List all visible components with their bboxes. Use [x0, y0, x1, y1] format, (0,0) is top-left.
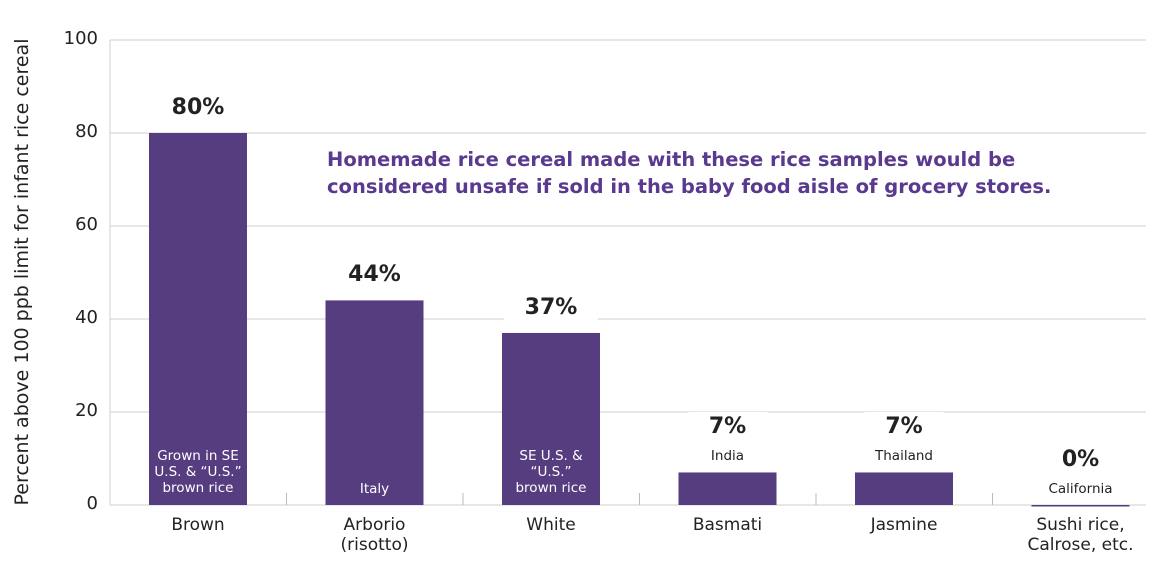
bar-note: Italy [359, 481, 390, 497]
value-label: 44% [324, 260, 425, 291]
x-tick-label: Arborio (risotto) [340, 515, 409, 556]
x-tick-label: Basmati [692, 515, 763, 535]
value-label: 7% [677, 412, 778, 443]
x-tick-label: Jasmine [870, 515, 938, 535]
bar-note: India [710, 448, 745, 465]
y-tick-label: 100 [63, 28, 98, 49]
bar-note: Thailand [875, 448, 933, 465]
value-label: 37% [501, 292, 601, 324]
bar-note: SE U.S. & “U.S.” brown rice [515, 448, 587, 497]
y-tick-label: 80 [75, 121, 98, 142]
y-tick-label: 0 [86, 493, 98, 514]
bar [325, 300, 424, 505]
value-label: 80% [148, 93, 248, 124]
y-tick-label: 60 [75, 214, 98, 235]
y-tick-label: 20 [75, 400, 98, 421]
x-tick-label: White [526, 515, 576, 535]
y-tick-label: 40 [75, 307, 98, 328]
value-label: 0% [1030, 445, 1131, 476]
x-tick-label: Sushi rice, Calrose, etc. [1027, 515, 1134, 556]
bar-note: California [1048, 481, 1113, 497]
annotation: Homemade rice cereal made with these ric… [327, 148, 1052, 199]
y-axis-label: Percent above 100 ppb limit for infant r… [11, 38, 33, 506]
bar [678, 472, 777, 505]
bar [1031, 505, 1130, 507]
bar [502, 332, 600, 505]
bar [149, 133, 247, 505]
x-tick-label: Brown [171, 515, 225, 535]
value-label: 7% [854, 412, 954, 443]
bar-note: Grown in SE U.S. & “U.S.” brown rice [154, 448, 242, 497]
bar [855, 472, 953, 505]
